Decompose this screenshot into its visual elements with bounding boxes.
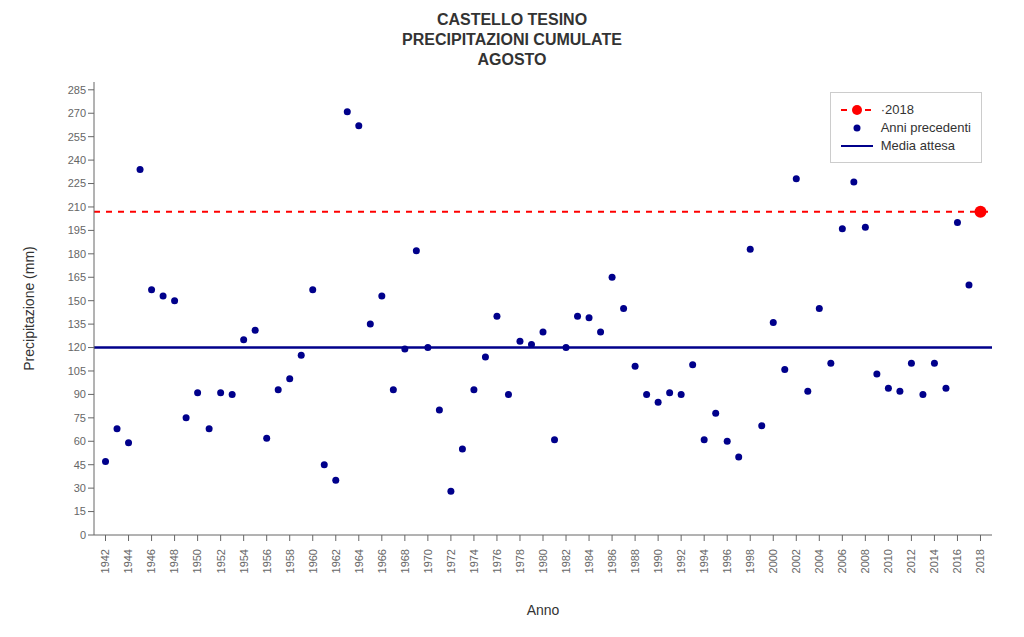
svg-text:2016: 2016: [951, 549, 963, 573]
svg-text:1970: 1970: [422, 549, 434, 573]
svg-text:1946: 1946: [145, 549, 157, 573]
svg-text:2006: 2006: [836, 549, 848, 573]
svg-text:210: 210: [68, 201, 86, 213]
svg-text:1960: 1960: [307, 549, 319, 573]
svg-text:1978: 1978: [514, 549, 526, 573]
svg-text:1998: 1998: [744, 549, 756, 573]
svg-text:1984: 1984: [583, 549, 595, 573]
svg-text:1974: 1974: [468, 549, 480, 573]
svg-text:1968: 1968: [399, 549, 411, 573]
svg-text:1948: 1948: [168, 549, 180, 573]
svg-text:1952: 1952: [214, 549, 226, 573]
svg-text:15: 15: [74, 505, 86, 517]
svg-text:30: 30: [74, 482, 86, 494]
svg-text:180: 180: [68, 248, 86, 260]
svg-text:1972: 1972: [445, 549, 457, 573]
svg-text:195: 195: [68, 224, 86, 236]
svg-text:1988: 1988: [629, 549, 641, 573]
svg-text:2000: 2000: [767, 549, 779, 573]
svg-text:75: 75: [74, 412, 86, 424]
svg-text:45: 45: [74, 459, 86, 471]
svg-text:2010: 2010: [882, 549, 894, 573]
html-text:CASTELLO TESINO: CASTELLO TESINO: [436, 11, 588, 28]
svg-text:1996: 1996: [721, 549, 733, 573]
html-text:Anni precedenti: Anni precedenti: [880, 120, 971, 135]
svg-text:1966: 1966: [376, 549, 388, 573]
svg-text:120: 120: [68, 341, 86, 353]
svg-text:1964: 1964: [353, 549, 365, 573]
svg-text:1950: 1950: [191, 549, 203, 573]
svg-text:2008: 2008: [859, 549, 871, 573]
svg-text:240: 240: [68, 154, 86, 166]
html-text:·2018: ·2018: [880, 102, 914, 117]
svg-text:60: 60: [74, 435, 86, 447]
html-text:Media attesa: Media attesa: [880, 138, 956, 153]
svg-text:2014: 2014: [928, 549, 940, 573]
svg-text:1956: 1956: [261, 549, 273, 573]
html-text:AGOSTO: AGOSTO: [477, 51, 547, 68]
svg-text:1982: 1982: [560, 549, 572, 573]
svg-text:0: 0: [80, 529, 86, 541]
svg-text:Anno: Anno: [527, 602, 560, 618]
svg-text:1980: 1980: [537, 549, 549, 573]
svg-text:2012: 2012: [905, 549, 917, 573]
svg-text:1992: 1992: [675, 549, 687, 573]
svg-text:105: 105: [68, 365, 86, 377]
svg-text:1942: 1942: [99, 549, 111, 573]
svg-text:270: 270: [68, 107, 86, 119]
svg-text:1944: 1944: [122, 549, 134, 573]
svg-text:Precipitazione (mm): Precipitazione (mm): [21, 246, 37, 370]
svg-text:1976: 1976: [491, 549, 503, 573]
svg-text:255: 255: [68, 131, 86, 143]
svg-text:150: 150: [68, 295, 86, 307]
svg-text:1962: 1962: [330, 549, 342, 573]
svg-text:1954: 1954: [238, 549, 250, 573]
svg-text:1986: 1986: [606, 549, 618, 573]
html-text:PRECIPITAZIONI CUMULATE: PRECIPITAZIONI CUMULATE: [402, 31, 622, 48]
svg-text:1958: 1958: [284, 549, 296, 573]
svg-text:90: 90: [74, 388, 86, 400]
svg-text:2018: 2018: [974, 549, 986, 573]
svg-text:225: 225: [68, 177, 86, 189]
svg-text:2004: 2004: [813, 549, 825, 573]
svg-text:2002: 2002: [790, 549, 802, 573]
svg-text:1994: 1994: [698, 549, 710, 573]
svg-text:1990: 1990: [652, 549, 664, 573]
svg-text:165: 165: [68, 271, 86, 283]
svg-text:135: 135: [68, 318, 86, 330]
svg-text:285: 285: [68, 84, 86, 96]
